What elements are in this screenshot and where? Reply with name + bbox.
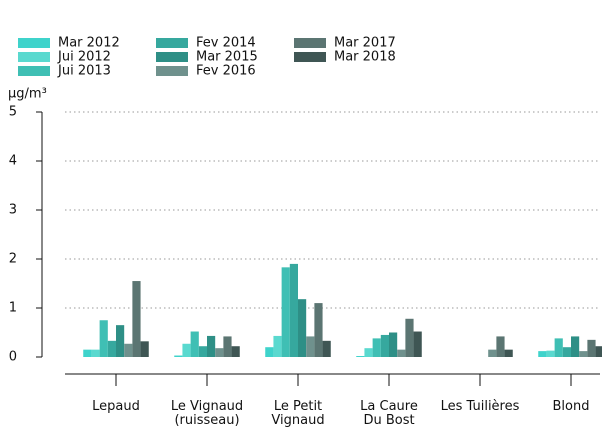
legend-label: Fev 2016 (196, 64, 256, 79)
bar (190, 331, 199, 357)
legend-swatch (156, 66, 188, 76)
bar (322, 340, 331, 357)
bar (107, 340, 116, 357)
bar (215, 348, 224, 357)
legend-swatch (156, 52, 188, 62)
bar (413, 331, 422, 357)
bar (207, 335, 216, 357)
bar (83, 349, 92, 357)
bar (579, 351, 588, 357)
x-tick-label: Blond (552, 399, 590, 414)
bar (124, 343, 133, 357)
x-tick-label: La Caure Du Bost (360, 399, 418, 428)
bar (356, 356, 365, 357)
bar (182, 343, 191, 357)
bar (198, 346, 207, 357)
bar (562, 347, 571, 357)
bar (488, 349, 497, 357)
bar (389, 332, 398, 357)
bar (538, 351, 547, 357)
bar (504, 349, 513, 357)
bar (265, 347, 274, 357)
bar (91, 349, 100, 357)
bar (587, 339, 596, 357)
legend-label: Jui 2012 (57, 50, 111, 65)
bar (314, 303, 323, 357)
legend-swatch (294, 52, 326, 62)
bar (99, 320, 108, 357)
legend-swatch (294, 38, 326, 48)
bar (364, 348, 373, 357)
bar (273, 335, 282, 357)
legend-swatch (18, 66, 50, 76)
bar (223, 336, 232, 357)
y-tick-label: 3 (9, 203, 17, 218)
legend-label: Mar 2017 (334, 36, 396, 51)
legend-label: Mar 2015 (196, 50, 258, 65)
bar (397, 349, 406, 357)
bar (306, 336, 315, 357)
y-tick-label: 0 (9, 350, 17, 365)
bar (298, 299, 307, 357)
y-tick-label: 2 (9, 252, 17, 267)
x-tick-label: Le Vignaud (ruisseau) (170, 399, 244, 428)
bar (546, 350, 555, 357)
bar (231, 346, 240, 357)
y-axis-label: µg/m³ (8, 87, 47, 102)
bar (595, 346, 602, 357)
x-tick-label: Les Tuilières (440, 399, 520, 414)
x-tick-label: Le Petit Vignaud (271, 399, 325, 428)
bar (174, 355, 183, 357)
bar (289, 263, 298, 357)
legend-label: Mar 2012 (58, 36, 120, 51)
x-tick-label: Lepaud (92, 399, 140, 414)
bar (372, 338, 381, 357)
y-tick-label: 4 (9, 154, 17, 169)
y-tick-label: 1 (9, 301, 17, 316)
bar (116, 325, 125, 357)
legend-swatch (18, 38, 50, 48)
y-tick-label: 5 (9, 105, 17, 120)
bar (281, 267, 290, 357)
bar (132, 281, 141, 357)
legend-swatch (156, 38, 188, 48)
bar (571, 336, 580, 357)
bar (496, 336, 505, 357)
legend-label: Fev 2014 (196, 36, 256, 51)
legend-label: Jui 2013 (57, 64, 111, 79)
bar (380, 334, 389, 357)
legend-label: Mar 2018 (334, 50, 396, 65)
bar (140, 341, 149, 357)
legend-swatch (18, 52, 50, 62)
bar (405, 318, 414, 357)
bar (554, 338, 563, 357)
